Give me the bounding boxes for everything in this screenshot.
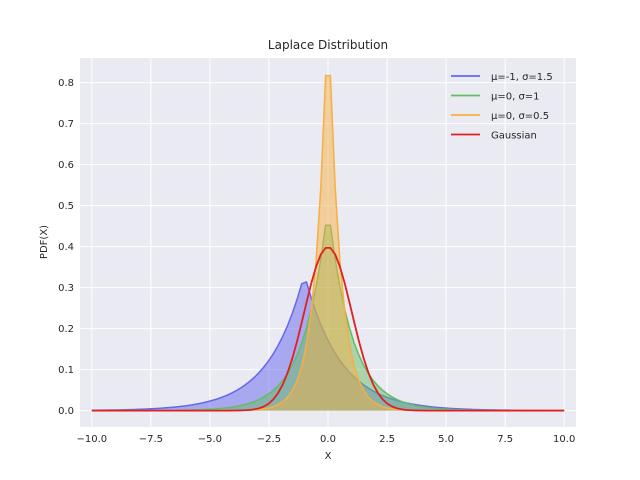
y-axis-label: PDF(X) bbox=[39, 225, 50, 259]
y-ticks: 0.0 0.1 0.2 0.3 0.4 0.5 0.6 0.7 0.8 bbox=[58, 78, 74, 417]
y-tick-label: 0.2 bbox=[58, 324, 74, 335]
legend: μ=-1, σ=1.5 μ=0, σ=1 μ=0, σ=0.5 Gaussian bbox=[451, 72, 553, 142]
y-tick-label: 0.5 bbox=[58, 201, 74, 212]
y-tick-label: 0.7 bbox=[58, 119, 74, 130]
y-tick-label: 0.0 bbox=[58, 406, 74, 417]
chart-title: Laplace Distribution bbox=[268, 38, 388, 52]
x-tick-label: 7.5 bbox=[497, 434, 513, 445]
legend-label: μ=0, σ=0.5 bbox=[491, 111, 549, 122]
x-tick-label: 2.5 bbox=[379, 434, 395, 445]
x-tick-label: 10.0 bbox=[553, 434, 575, 445]
y-tick-label: 0.6 bbox=[58, 160, 74, 171]
x-tick-label: −7.5 bbox=[139, 434, 163, 445]
legend-label: μ=-1, σ=1.5 bbox=[491, 72, 553, 83]
x-tick-label: 0.0 bbox=[320, 434, 336, 445]
y-tick-label: 0.4 bbox=[58, 242, 74, 253]
series-area bbox=[91, 75, 565, 411]
x-tick-label: 5.0 bbox=[438, 434, 454, 445]
y-tick-label: 0.3 bbox=[58, 283, 74, 294]
y-tick-label: 0.1 bbox=[58, 365, 74, 376]
legend-label: Gaussian bbox=[491, 131, 537, 142]
series-layer bbox=[91, 74, 565, 412]
legend-label: μ=0, σ=1 bbox=[491, 92, 540, 103]
x-tick-label: −5.0 bbox=[198, 434, 222, 445]
y-tick-label: 0.8 bbox=[58, 78, 74, 89]
x-ticks: −10.0 −7.5 −5.0 −2.5 0.0 2.5 5.0 7.5 10.0 bbox=[76, 434, 575, 445]
x-tick-label: −2.5 bbox=[257, 434, 281, 445]
series-line bbox=[91, 246, 565, 412]
x-tick-label: −10.0 bbox=[76, 434, 107, 445]
x-axis-label: X bbox=[325, 451, 332, 462]
